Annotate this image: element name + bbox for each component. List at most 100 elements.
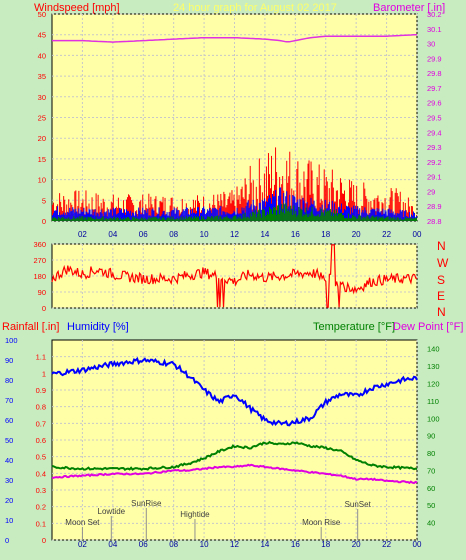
temperature-ytick-label: 120 xyxy=(427,379,440,388)
climate-xtick-label: 00 xyxy=(413,540,422,549)
wind-xtick-label: 06 xyxy=(139,230,148,239)
barometer-ytick-label: 29.5 xyxy=(427,114,442,123)
wind-ytick-label: 10 xyxy=(38,176,46,185)
climate-xtick-label: 08 xyxy=(169,540,178,549)
wind-xtick-label: 14 xyxy=(260,230,269,239)
humidity-ytick-label: 90 xyxy=(5,356,13,365)
compass-n-top: N xyxy=(437,239,446,253)
wind-xtick-label: 16 xyxy=(291,230,300,239)
barometer-ytick-label: 28.9 xyxy=(427,202,442,211)
event-label: SunSet xyxy=(345,500,372,509)
rainfall-ytick-label: 1 xyxy=(42,369,46,378)
direction-line xyxy=(51,244,418,308)
wind-xtick-label: 04 xyxy=(108,230,117,239)
wind-ytick-label: 50 xyxy=(38,10,46,19)
climate-xtick-label: 06 xyxy=(139,540,148,549)
humidity-ytick-label: 10 xyxy=(5,516,13,525)
rainfall-ytick-label: 0.4 xyxy=(36,469,46,478)
temperature-ytick-label: 130 xyxy=(427,362,440,371)
barometer-ytick-label: 29.9 xyxy=(427,54,442,63)
barometer-ytick-label: 29.6 xyxy=(427,99,442,108)
rainfall-ytick-label: 0 xyxy=(42,536,46,545)
rainfall-ytick-label: 0.7 xyxy=(36,419,46,428)
compass-s: S xyxy=(437,273,445,287)
temperature-ytick-label: 110 xyxy=(427,397,439,406)
climate-xtick-label: 22 xyxy=(382,540,391,549)
barometer-ytick-label: 29.7 xyxy=(427,84,442,93)
humidity-ytick-label: 70 xyxy=(5,396,13,405)
barometer-ytick-label: 30.2 xyxy=(427,10,442,19)
temperature-ytick-label: 60 xyxy=(427,484,435,493)
rainfall-axis-label: Rainfall [.in] xyxy=(2,321,59,333)
windspeed-axis-label: Windspeed [mph] xyxy=(34,2,120,14)
wind-ytick-label: 5 xyxy=(42,196,46,205)
direction-ytick-label: 180 xyxy=(33,272,46,281)
wind-xtick-label: 22 xyxy=(382,230,391,239)
climate-xtick-label: 10 xyxy=(200,540,209,549)
barometer-ytick-label: 29.2 xyxy=(427,158,442,167)
humidity-ytick-label: 20 xyxy=(5,496,13,505)
rainfall-ytick-label: 1.1 xyxy=(36,353,46,362)
barometer-ytick-label: 30.1 xyxy=(427,25,442,34)
wind-xtick-label: 00 xyxy=(413,230,422,239)
humidity-line xyxy=(51,356,418,427)
temperature-ytick-label: 90 xyxy=(427,432,435,441)
temperature-ytick-label: 100 xyxy=(427,414,440,423)
direction-ytick-label: 270 xyxy=(33,256,46,265)
climate-panel-grid: 010203040506070809010000.10.20.30.40.50.… xyxy=(5,336,440,549)
wind-ytick-label: 0 xyxy=(42,217,46,226)
wind-ytick-label: 35 xyxy=(38,72,46,81)
barometer-ytick-label: 29.8 xyxy=(427,69,442,78)
graph-title: 24 hour graph for August 02 2017 xyxy=(173,2,337,14)
direction-ytick-label: 360 xyxy=(33,240,46,249)
climate-panel-marks xyxy=(51,356,418,485)
climate-xtick-label: 14 xyxy=(260,540,269,549)
humidity-ytick-label: 40 xyxy=(5,456,13,465)
barometer-ytick-label: 29 xyxy=(427,187,435,196)
temperature-ytick-label: 40 xyxy=(427,519,435,528)
barometer-ytick-label: 29.4 xyxy=(427,128,442,137)
climate-xtick-label: 02 xyxy=(78,540,87,549)
humidity-ytick-label: 60 xyxy=(5,416,13,425)
climate-xtick-label: 20 xyxy=(352,540,361,549)
event-label: Lowtide xyxy=(98,507,126,516)
barometer-ytick-label: 29.1 xyxy=(427,173,442,182)
rainfall-ytick-label: 0.2 xyxy=(36,503,46,512)
wind-xtick-label: 02 xyxy=(78,230,87,239)
humidity-ytick-label: 50 xyxy=(5,436,13,445)
direction-panel-marks xyxy=(51,244,418,308)
humidity-ytick-label: 80 xyxy=(5,376,13,385)
direction-ytick-label: 90 xyxy=(38,288,46,297)
temperature-ytick-label: 80 xyxy=(427,449,435,458)
compass-w: W xyxy=(437,256,449,270)
compass-e: E xyxy=(437,289,445,303)
wind-panel-grid: 0 5 10 15 20 25 30 35 40 45 50 28.8 28.9 29 29.1 29.2 29… xyxy=(38,10,442,239)
temperature-ytick-label: 50 xyxy=(427,501,435,510)
barometer-ytick-label: 29.3 xyxy=(427,143,442,152)
wind-xtick-label: 08 xyxy=(169,230,178,239)
temperature-ytick-label: 140 xyxy=(427,345,440,354)
humidity-ytick-label: 0 xyxy=(5,536,9,545)
wind-xtick-label: 20 xyxy=(352,230,361,239)
rainfall-ytick-label: 0.6 xyxy=(36,436,46,445)
wind-ytick-label: 15 xyxy=(38,155,46,164)
wind-ytick-label: 30 xyxy=(38,93,46,102)
wind-ytick-label: 45 xyxy=(38,31,46,40)
barometer-axis-label: Barometer [.in] xyxy=(373,2,445,14)
rainfall-ytick-label: 0.3 xyxy=(36,486,46,495)
climate-panel-events: Moon Set Lowtide SunRise Hightide Moon Rise S… xyxy=(65,499,372,540)
temperature-ytick-label: 70 xyxy=(427,466,435,475)
climate-xtick-label: 18 xyxy=(321,540,330,549)
wind-ytick-label: 20 xyxy=(38,134,46,143)
humidity-ytick-label: 30 xyxy=(5,476,13,485)
temperature-axis-label: Temperature [°F] xyxy=(313,321,395,333)
barometer-ytick-label: 28.8 xyxy=(427,217,442,226)
barometer-line xyxy=(52,33,418,43)
event-label: Moon Rise xyxy=(302,518,341,527)
rainfall-ytick-label: 0.1 xyxy=(36,519,46,528)
humidity-ytick-label: 100 xyxy=(5,336,18,345)
event-label: SunRise xyxy=(131,499,162,508)
rainfall-ytick-label: 0.9 xyxy=(36,386,46,395)
